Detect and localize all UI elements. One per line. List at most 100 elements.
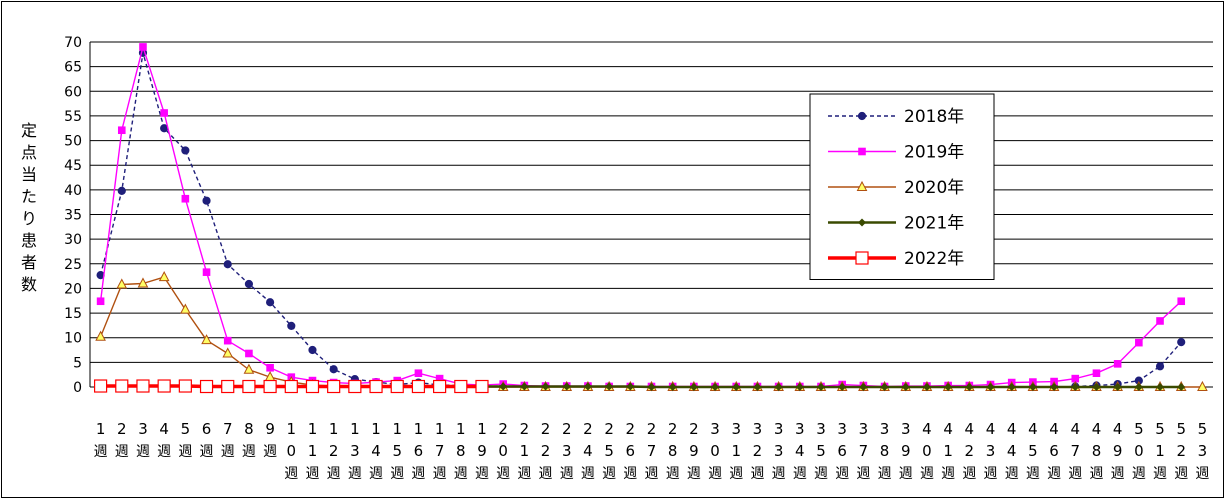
x-tick-digit: 3 xyxy=(710,420,720,438)
x-tick-digit: 5 xyxy=(181,420,191,438)
x-tick-unit: 週 xyxy=(454,466,468,482)
x-tick-digit: 1 xyxy=(308,420,318,438)
x-tick-digit: 1 xyxy=(392,420,402,438)
data-point xyxy=(95,380,107,392)
x-tick-unit: 週 xyxy=(708,466,722,482)
x-tick-unit: 週 xyxy=(157,444,171,460)
x-tick-digit: 4 xyxy=(943,420,953,438)
x-tick-unit: 週 xyxy=(517,466,531,482)
x-tick-unit: 週 xyxy=(793,466,807,482)
x-tick-unit: 週 xyxy=(390,466,404,482)
x-tick-unit: 週 xyxy=(369,466,383,482)
x-tick-digit: 1 xyxy=(731,442,741,460)
x-tick-digit: 8 xyxy=(1092,442,1102,460)
data-point xyxy=(245,350,253,358)
y-tick-label: 5 xyxy=(73,355,82,371)
x-tick-digit: 7 xyxy=(647,442,657,460)
y-tick-label: 20 xyxy=(64,281,82,297)
x-tick-digit: 4 xyxy=(922,420,932,438)
y-tick-label: 30 xyxy=(64,232,82,248)
data-point xyxy=(224,261,231,268)
x-tick-digit: 3 xyxy=(880,420,890,438)
x-tick-digit: 8 xyxy=(244,420,254,438)
x-tick-digit: 1 xyxy=(943,442,953,460)
y-tick-label: 45 xyxy=(64,158,82,174)
x-tick-digit: 2 xyxy=(753,442,763,460)
data-point xyxy=(285,381,297,393)
x-tick-digit: 1 xyxy=(287,420,297,438)
x-tick-unit: 週 xyxy=(729,466,743,482)
x-tick-digit: 3 xyxy=(138,420,148,438)
x-tick-digit: 7 xyxy=(435,442,445,460)
x-tick-unit: 週 xyxy=(750,466,764,482)
x-tick-digit: 6 xyxy=(626,442,636,460)
x-tick-unit: 週 xyxy=(856,466,870,482)
data-point xyxy=(118,187,125,194)
x-tick-digit: 5 xyxy=(1155,420,1165,438)
x-tick-unit: 週 xyxy=(284,466,298,482)
x-tick-digit: 6 xyxy=(414,442,424,460)
x-tick-unit: 週 xyxy=(178,444,192,460)
x-tick-digit: 3 xyxy=(816,420,826,438)
y-axis-label-char: り xyxy=(21,209,37,228)
data-point xyxy=(434,381,446,393)
x-tick-unit: 週 xyxy=(920,466,934,482)
data-point xyxy=(182,147,189,154)
data-point xyxy=(412,381,424,393)
y-tick-label: 65 xyxy=(64,60,82,76)
x-tick-unit: 週 xyxy=(136,444,150,460)
data-point xyxy=(139,43,147,51)
x-tick-digit: 9 xyxy=(477,442,487,460)
data-point xyxy=(330,366,337,373)
y-tick-label: 0 xyxy=(73,380,82,396)
x-tick-unit: 週 xyxy=(645,466,659,482)
data-point xyxy=(266,364,274,372)
x-tick-unit: 週 xyxy=(475,466,489,482)
x-tick-digit: 2 xyxy=(1176,442,1186,460)
legend-marker xyxy=(858,112,865,119)
x-tick-unit: 週 xyxy=(1026,466,1040,482)
data-point xyxy=(1177,297,1185,305)
x-tick-unit: 週 xyxy=(1153,466,1167,482)
x-tick-digit: 4 xyxy=(1049,420,1059,438)
x-tick-digit: 3 xyxy=(837,420,847,438)
x-tick-unit: 週 xyxy=(560,466,574,482)
x-tick-digit: 2 xyxy=(329,442,339,460)
y-axis-label-char: 患 xyxy=(21,231,37,250)
data-point xyxy=(243,381,255,393)
x-tick-unit: 週 xyxy=(772,466,786,482)
x-tick-digit: 5 xyxy=(1134,420,1144,438)
x-tick-digit: 5 xyxy=(816,442,826,460)
x-tick-digit: 3 xyxy=(986,442,996,460)
x-tick-digit: 1 xyxy=(350,420,360,438)
y-tick-label: 35 xyxy=(64,208,82,224)
data-point xyxy=(118,126,126,134)
x-tick-digit: 5 xyxy=(1028,442,1038,460)
data-point xyxy=(455,381,467,393)
legend-marker xyxy=(856,252,868,264)
x-tick-digit: 5 xyxy=(1198,420,1208,438)
x-tick-unit: 週 xyxy=(814,466,828,482)
data-point xyxy=(476,381,488,393)
x-tick-unit: 週 xyxy=(1174,466,1188,482)
y-axis-label-char: 点 xyxy=(21,143,37,162)
x-tick-digit: 1 xyxy=(308,442,318,460)
x-tick-digit: 2 xyxy=(117,420,127,438)
x-tick-unit: 週 xyxy=(602,466,616,482)
data-point xyxy=(370,381,382,393)
x-tick-unit: 週 xyxy=(94,444,108,460)
x-tick-digit: 4 xyxy=(1113,420,1123,438)
data-point xyxy=(267,299,274,306)
x-tick-unit: 週 xyxy=(263,444,277,460)
x-tick-digit: 2 xyxy=(541,420,551,438)
x-tick-unit: 週 xyxy=(242,444,256,460)
data-point xyxy=(391,381,403,393)
x-tick-digit: 4 xyxy=(1071,420,1081,438)
y-tick-label: 55 xyxy=(64,109,82,125)
x-tick-digit: 9 xyxy=(265,420,275,438)
x-tick-digit: 0 xyxy=(1134,442,1144,460)
x-tick-digit: 4 xyxy=(986,420,996,438)
x-tick-unit: 週 xyxy=(411,466,425,482)
